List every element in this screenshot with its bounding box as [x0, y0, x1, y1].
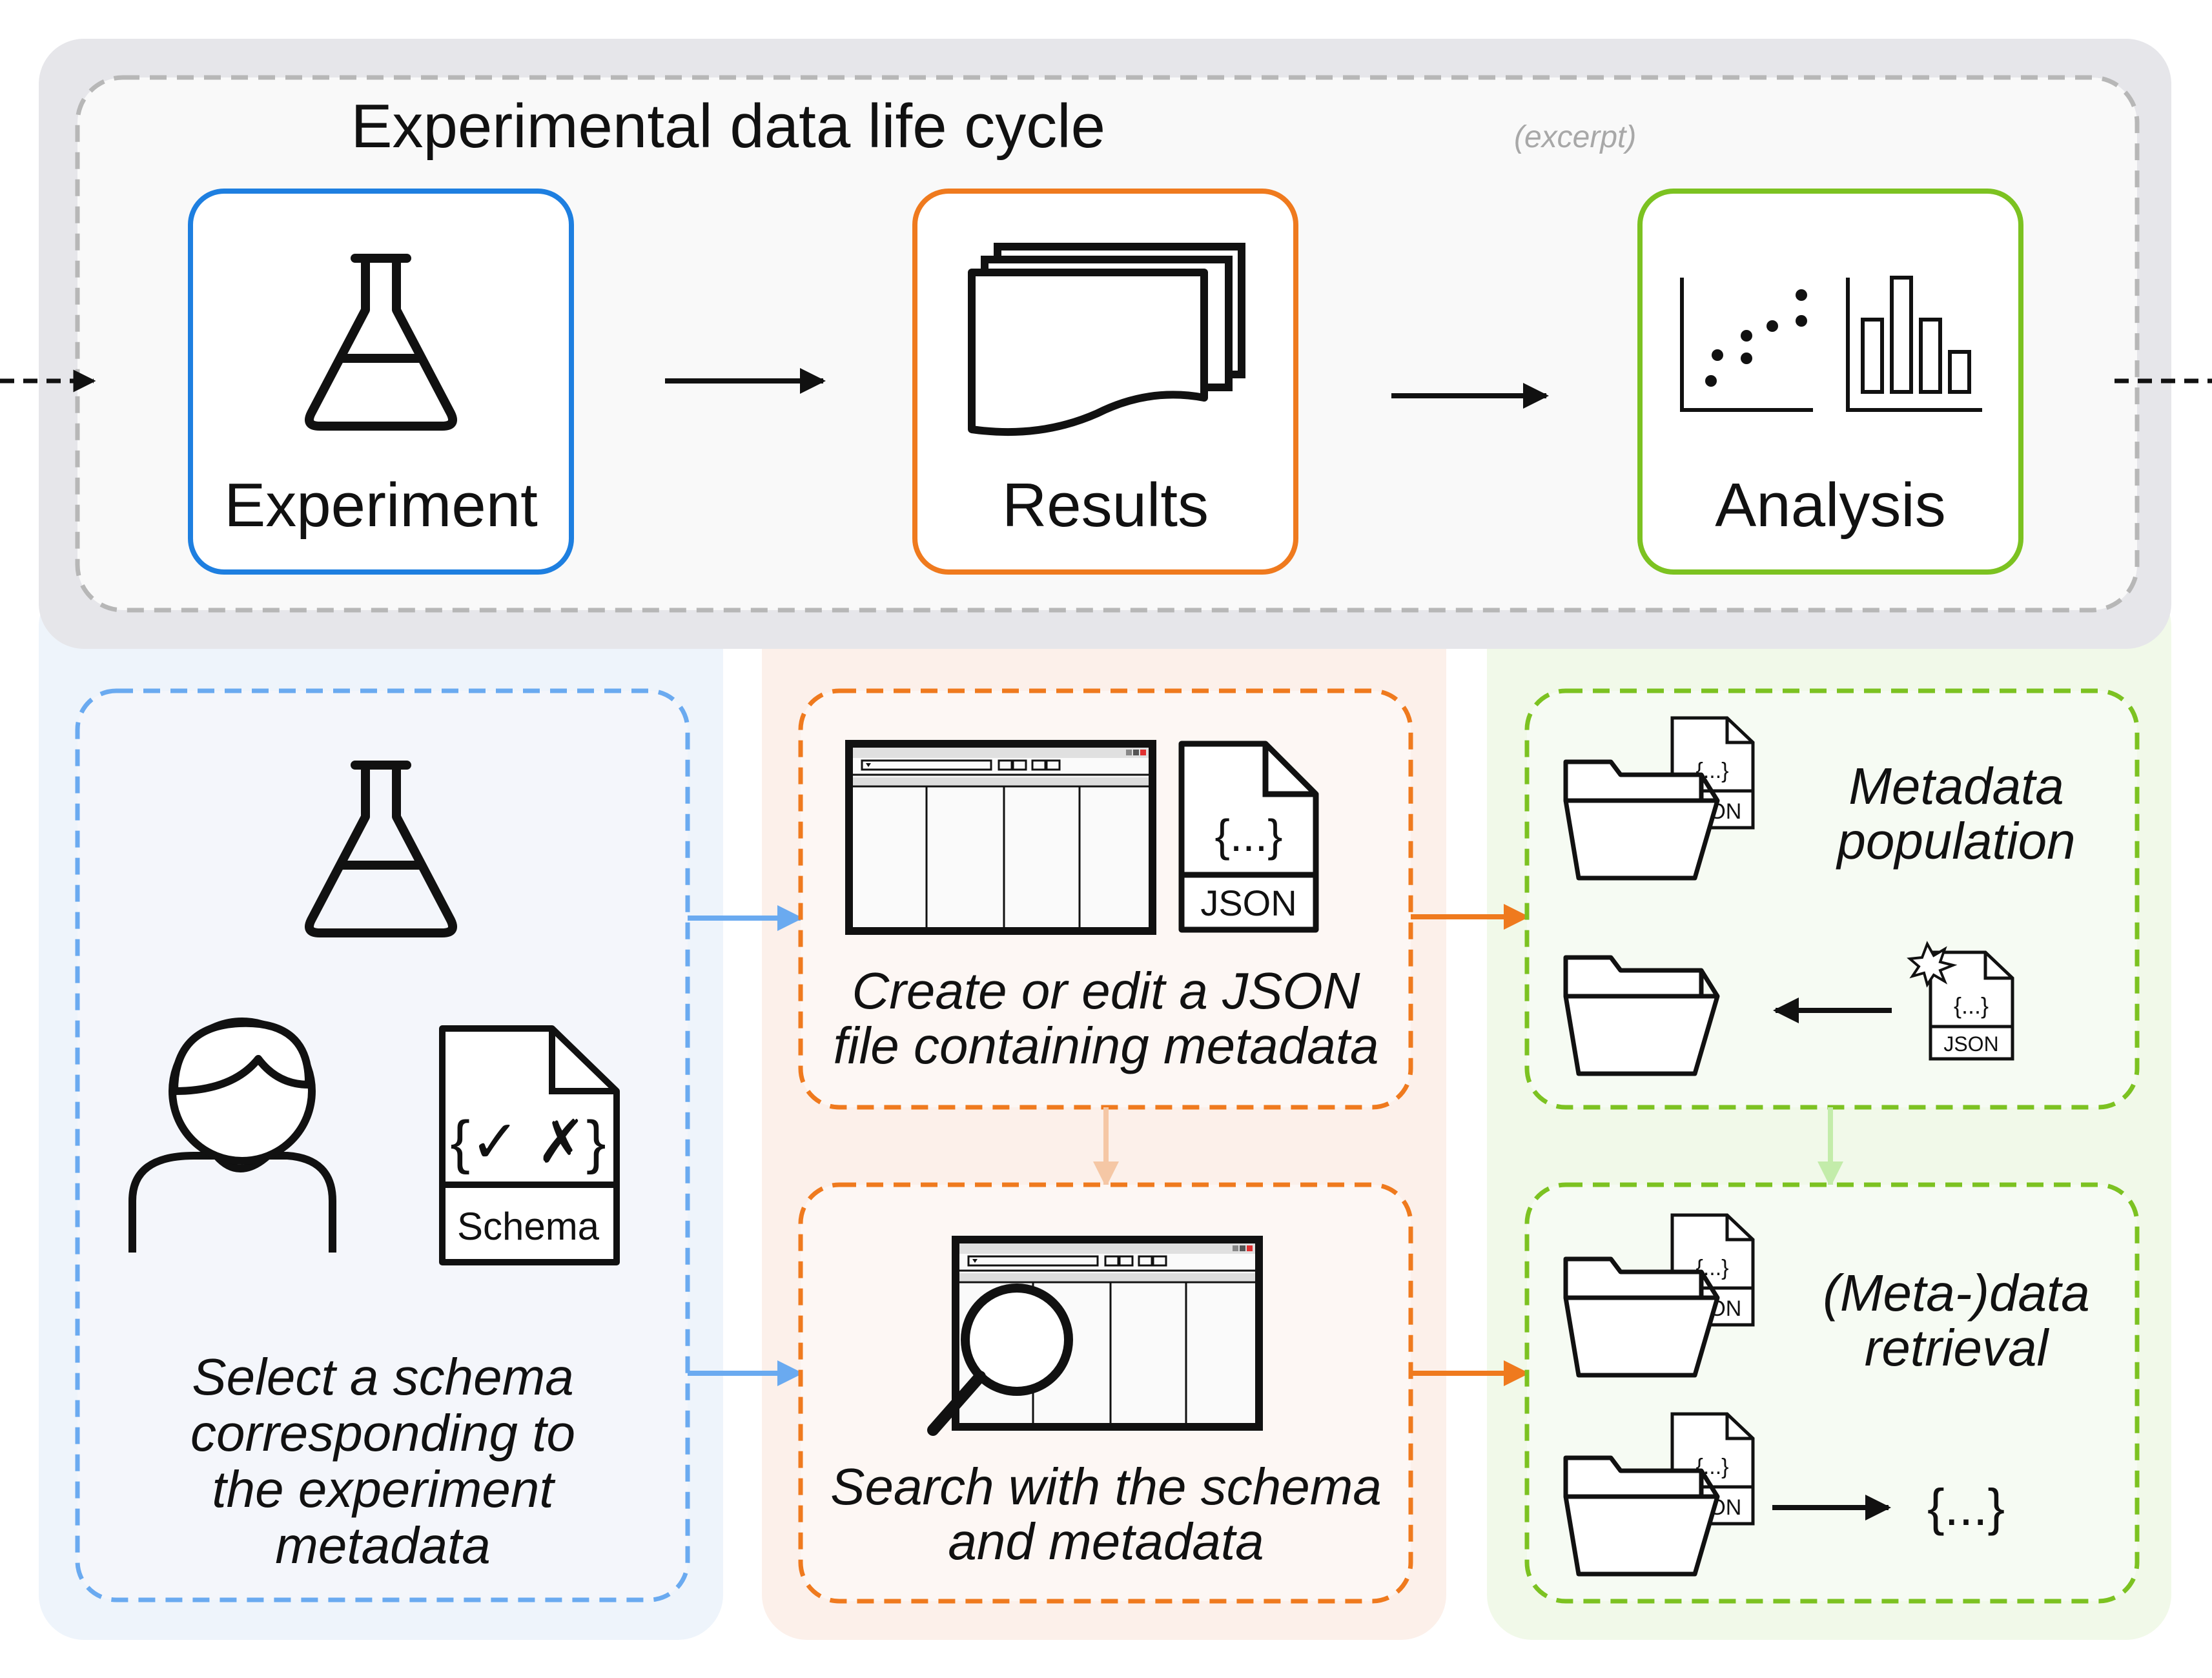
- create-json-line-1: Create or edit a JSON: [852, 962, 1360, 1019]
- select-schema-line-2: corresponding to: [190, 1404, 575, 1462]
- experiment-label: Experiment: [224, 471, 538, 540]
- select-schema-panel: [75, 688, 690, 1602]
- folder-icon-2: [1566, 957, 1717, 1074]
- analysis-box: [1637, 189, 2023, 575]
- bar-chart-icon: [1846, 276, 1982, 412]
- magnifier-icon: [927, 1284, 1073, 1436]
- folder-icon-1: [1566, 762, 1717, 878]
- new-json-file-icon: [1907, 941, 2014, 1061]
- retrieval-result: {...}: [1927, 1478, 2005, 1536]
- retrieval-line-2: retrieval: [1865, 1319, 2050, 1376]
- select-schema-line-4: metadata: [275, 1517, 491, 1574]
- stacked-documents-icon: [968, 243, 1245, 436]
- folder-icon-4: [1566, 1458, 1717, 1574]
- schema-icon-label: Schema: [457, 1205, 600, 1248]
- json-file-icon: [1178, 741, 1319, 933]
- retrieval-line-1: (Meta-)data: [1823, 1264, 2089, 1322]
- folder-icon-3: [1566, 1259, 1717, 1375]
- search-line-1: Search with the schema: [830, 1458, 1382, 1515]
- schema-file-icon: [439, 1025, 620, 1265]
- create-json-line-2: file containing metadata: [834, 1017, 1379, 1074]
- table-window-icon: [849, 744, 1152, 931]
- population-line-2: population: [1836, 812, 2075, 870]
- lifecycle-title: Experimental data life cycle: [351, 92, 1105, 161]
- select-schema-line-1: Select a schema: [192, 1348, 573, 1406]
- search-line-2: and metadata: [948, 1513, 1264, 1570]
- scatter-plot-icon: [1680, 278, 1813, 412]
- analysis-label: Analysis: [1715, 471, 1945, 540]
- user-icon: [128, 1018, 336, 1265]
- json-icon-braces: {...}: [1214, 810, 1282, 861]
- small-json-braces: {...}: [1954, 992, 1989, 1019]
- experiment-box: [188, 189, 574, 575]
- small-json-label: JSON: [1943, 1032, 1998, 1056]
- population-line-1: Metadata: [1848, 757, 2064, 815]
- results-label: Results: [1002, 471, 1209, 540]
- json-icon-label: JSON: [1200, 883, 1296, 923]
- lifecycle-title-note: (excerpt): [1514, 120, 1636, 154]
- schema-icon-symbols: {✓ ✗}: [450, 1109, 606, 1175]
- select-schema-line-3: the experiment: [212, 1460, 555, 1518]
